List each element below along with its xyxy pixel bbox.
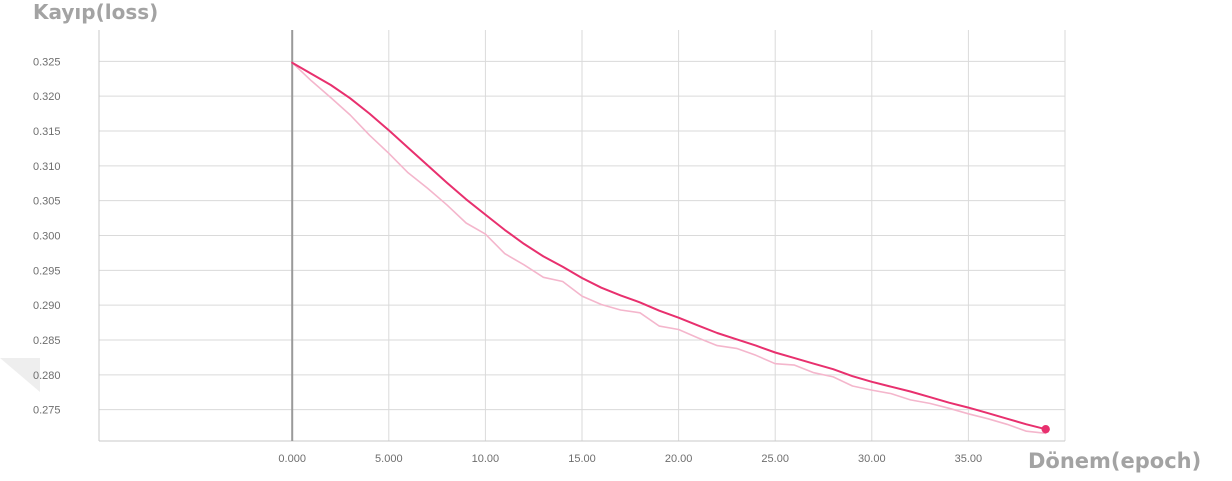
x-tick-label: 25.00 [761, 453, 789, 465]
raw-loss-line [292, 63, 1045, 434]
grid [99, 30, 1065, 441]
x-tick-label: 35.00 [955, 453, 983, 465]
smoothed-loss-line [292, 63, 1045, 430]
y-tick-label: 0.305 [33, 196, 61, 208]
last-point-marker [1041, 425, 1049, 433]
x-axis-title: Dönem(epoch) [1028, 449, 1201, 473]
y-tick-label: 0.280 [33, 370, 61, 382]
y-tick-label: 0.320 [33, 91, 61, 103]
y-tick-label: 0.285 [33, 335, 61, 347]
y-tick-label: 0.300 [33, 231, 61, 243]
y-tick-label: 0.315 [33, 126, 61, 138]
y-tick-label: 0.325 [33, 56, 61, 68]
x-tick-label: 5.000 [375, 453, 403, 465]
x-tick-label: 30.00 [858, 453, 886, 465]
x-tick-label: 15.00 [568, 453, 596, 465]
y-tick-label: 0.275 [33, 405, 61, 417]
x-tick-labels: 0.000 5.000 10.00 15.00 20.00 25.00 30.00 35.00 [278, 453, 982, 465]
y-tick-label: 0.290 [33, 300, 61, 312]
series [292, 63, 1050, 434]
y-tick-label: 0.295 [33, 265, 61, 277]
x-tick-label: 0.000 [278, 453, 306, 465]
x-tick-label: 10.00 [472, 453, 500, 465]
x-tick-label: 20.00 [665, 453, 693, 465]
y-tick-label: 0.310 [33, 161, 61, 173]
y-axis-title: Kayıp(loss) [33, 0, 158, 24]
